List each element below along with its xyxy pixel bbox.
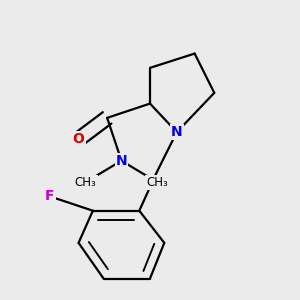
Text: O: O <box>73 132 85 146</box>
Text: CH₃: CH₃ <box>75 176 97 189</box>
Text: N: N <box>171 125 183 139</box>
Text: N: N <box>116 154 127 168</box>
Text: F: F <box>45 189 55 203</box>
Text: CH₃: CH₃ <box>146 176 168 189</box>
